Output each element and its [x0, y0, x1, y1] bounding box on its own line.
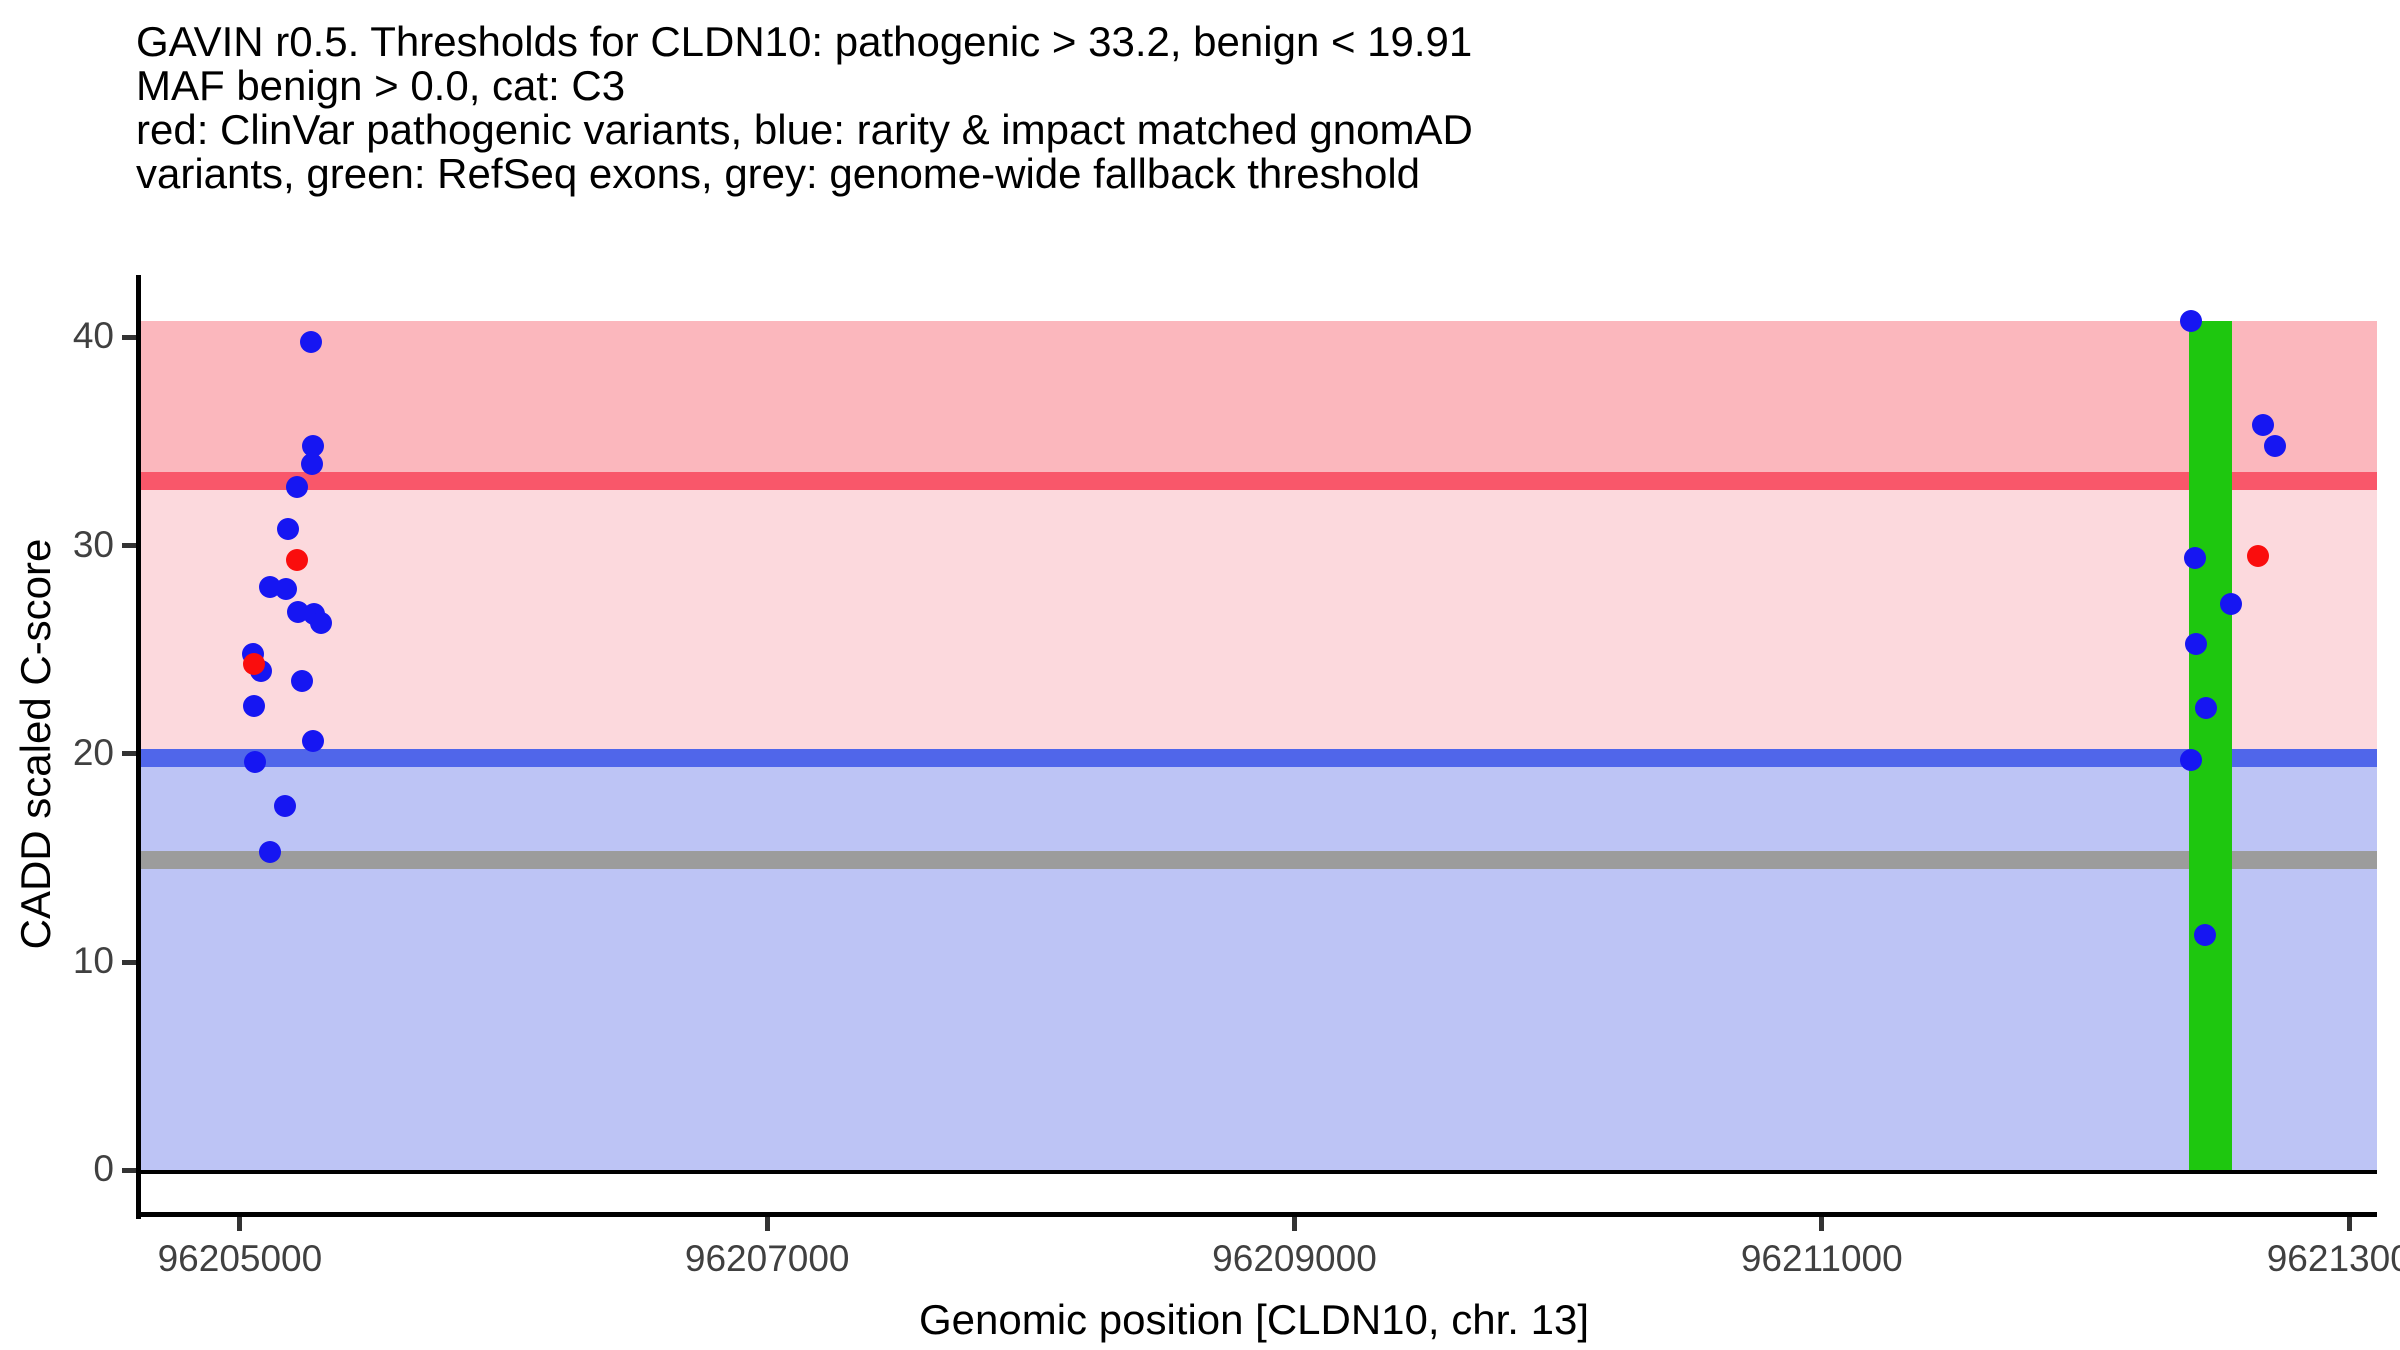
plot-title-line-3: red: ClinVar pathogenic variants, blue: …	[136, 106, 1473, 153]
benign-threshold-line	[140, 749, 2377, 768]
gnomad-variant-dot	[309, 611, 332, 634]
plot-title-line-2: MAF benign > 0.0, cat: C3	[136, 62, 626, 109]
y-tick-mark	[122, 959, 136, 965]
x-tick-label: 96205000	[157, 1238, 323, 1279]
gnomad-variant-dot	[274, 578, 297, 601]
gnomad-variant-dot	[2179, 309, 2202, 332]
y-tick-mark	[122, 543, 136, 549]
uncertain-zone-band	[140, 481, 2377, 759]
gnomad-variant-dot	[301, 434, 324, 457]
x-tick-mark	[2346, 1217, 2352, 1231]
gnomad-variant-dot	[301, 730, 324, 753]
gnomad-variant-dot	[2219, 592, 2242, 615]
y-tick-label: 10	[72, 940, 114, 982]
benign-zone-band	[140, 758, 2377, 1171]
gnomad-variant-dot	[2183, 547, 2206, 570]
x-tick-mark	[1819, 1217, 1825, 1231]
x-tick-mark	[764, 1217, 770, 1231]
refseq-exon-bar	[2189, 320, 2232, 1171]
y-tick-mark	[122, 1167, 136, 1173]
y-tick-label: 0	[93, 1148, 114, 1190]
gnomad-variant-dot	[290, 669, 313, 692]
x-tick-label: 96207000	[684, 1238, 850, 1279]
y-tick-label: 20	[72, 731, 114, 773]
x-axis-title: Genomic position [CLDN10, chr. 13]	[919, 1296, 1589, 1343]
gnomad-variant-dot	[2194, 697, 2217, 720]
clinvar-variant-dot	[2246, 545, 2269, 568]
gnomad-variant-dot	[276, 517, 299, 540]
gnomad-variant-dot	[300, 453, 323, 476]
gnomad-variant-dot	[2251, 413, 2274, 436]
x-tick-label: 96209000	[1212, 1238, 1377, 1279]
gnomad-variant-dot	[2184, 632, 2207, 655]
x-axis-line	[136, 1212, 2377, 1217]
gnomad-variant-dot	[300, 330, 323, 353]
plot-title-line-1: GAVIN r0.5. Thresholds for CLDN10: patho…	[136, 18, 1473, 65]
x-tick-label: 96213000	[2266, 1238, 2400, 1279]
gnomad-variant-dot	[2179, 749, 2202, 772]
gnomad-variant-dot	[274, 794, 296, 817]
y-tick-label: 40	[72, 315, 114, 357]
gnomad-variant-dot	[285, 476, 308, 499]
pathogenic-zone-band	[140, 320, 2377, 482]
plot-title-line-4: variants, green: RefSeq exons, grey: gen…	[136, 150, 1421, 197]
clinvar-variant-dot	[285, 549, 308, 572]
x-tick-mark	[1291, 1217, 1297, 1231]
pathogenic-threshold-line	[140, 472, 2377, 491]
y-tick-mark	[122, 751, 136, 757]
y-axis-title: CADD scaled C-score	[12, 538, 59, 950]
zero-baseline	[140, 1170, 2377, 1175]
gnomad-variant-dot	[2264, 434, 2287, 457]
y-tick-mark	[122, 334, 136, 340]
y-axis-line	[136, 275, 141, 1219]
gnomad-variant-dot	[2193, 924, 2216, 947]
x-tick-label: 96211000	[1740, 1238, 1903, 1279]
clinvar-variant-dot	[242, 653, 265, 676]
x-tick-mark	[237, 1217, 243, 1231]
gnomad-variant-dot	[242, 694, 265, 717]
gnomad-variant-dot	[243, 751, 266, 774]
gnomad-variant-dot	[258, 840, 281, 863]
fallback-threshold-line	[140, 851, 2377, 870]
y-tick-label: 30	[72, 523, 114, 565]
